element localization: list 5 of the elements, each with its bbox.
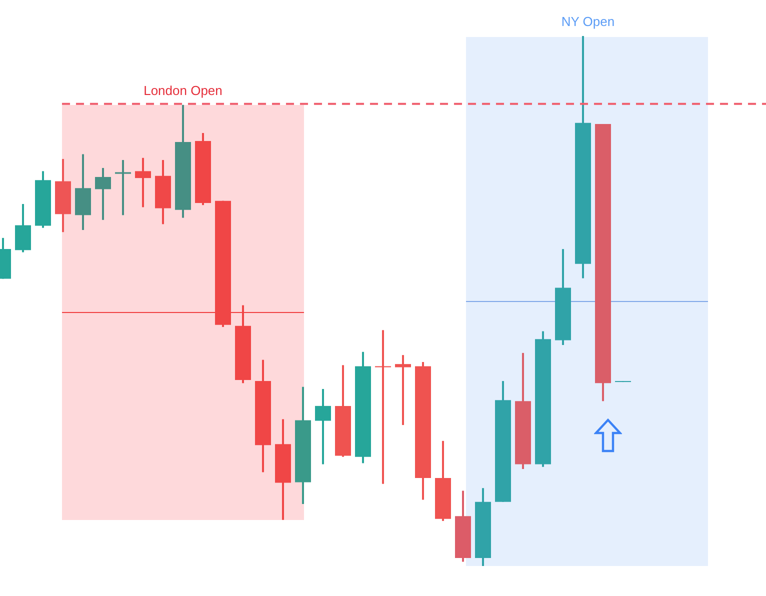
candlestick bbox=[115, 160, 131, 216]
annotation: London Open bbox=[144, 83, 222, 98]
candlestick bbox=[375, 330, 391, 484]
text: NY Open bbox=[561, 14, 615, 29]
candlestick bbox=[395, 355, 411, 426]
